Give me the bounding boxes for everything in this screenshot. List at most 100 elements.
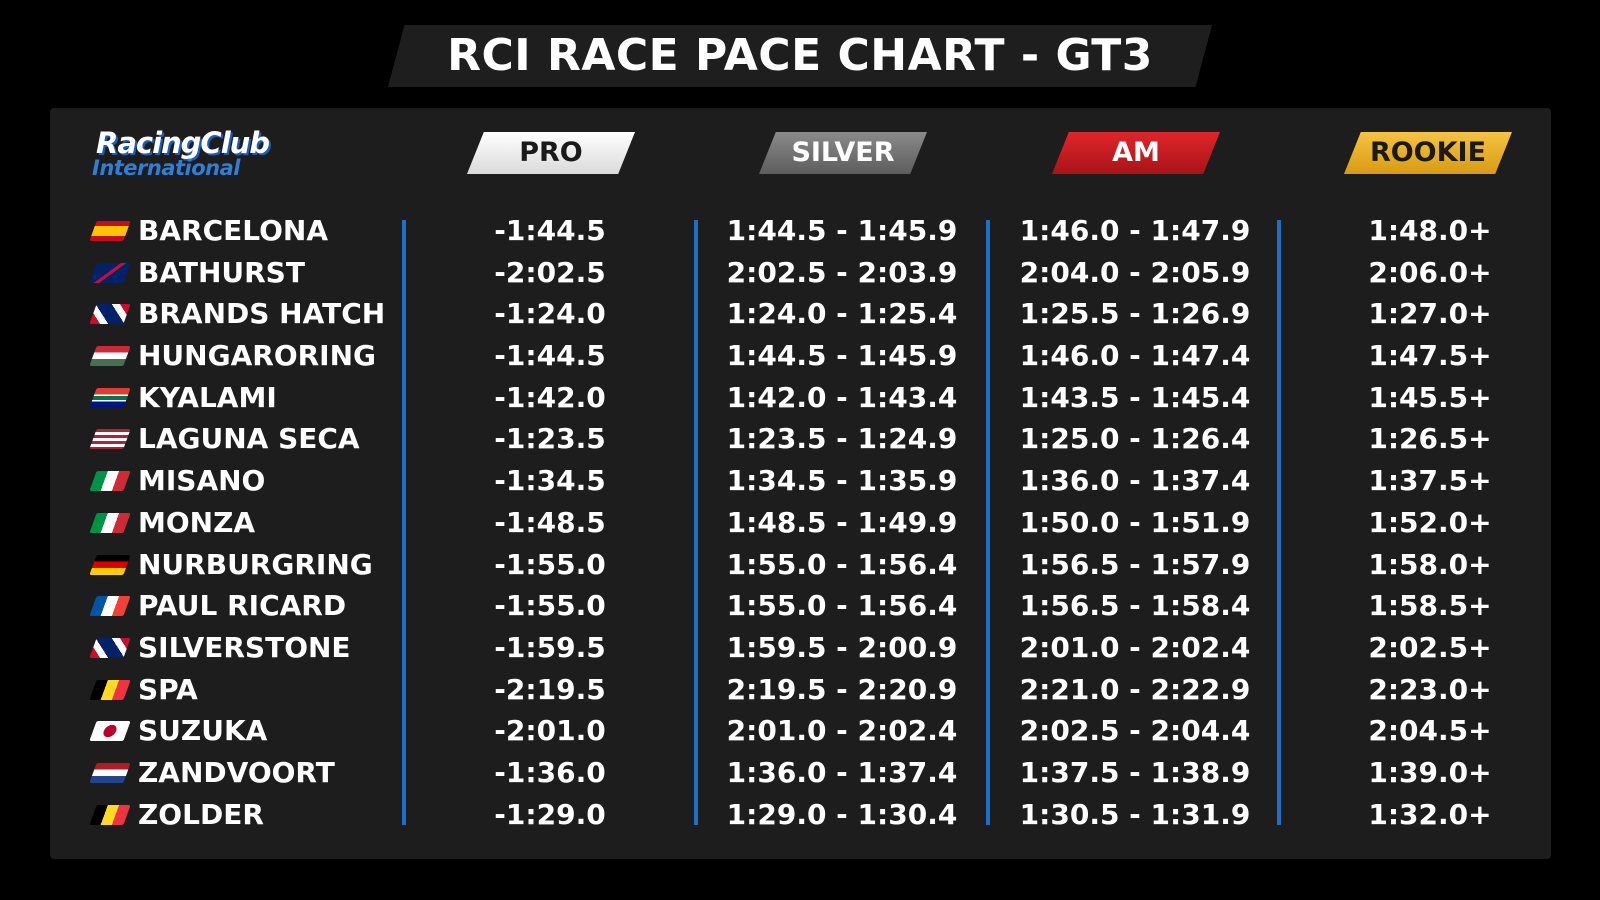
column-divider	[694, 220, 698, 825]
title-banner	[388, 25, 1212, 87]
am-time: 1:43.5 - 1:45.4	[1019, 380, 1251, 414]
page-title: RCI RACE PACE CHART - GT3	[447, 30, 1153, 81]
table-row: ZOLDER -1:29.0 1:29.0 - 1:30.4 1:30.5 - 1:3…	[0, 794, 1600, 836]
pro-time: -2:19.5	[494, 672, 606, 706]
rookie-time: 1:58.0+	[1368, 547, 1492, 581]
hungary-flag-icon	[89, 346, 131, 367]
pro-time: -1:48.5	[494, 505, 606, 539]
am-time: 1:56.5 - 1:58.4	[1019, 589, 1251, 623]
table-row: SPA -2:19.5 2:19.5 - 2:20.9 2:21.0 - 2:22.9…	[0, 669, 1600, 711]
rookie-time: 1:32.0+	[1368, 797, 1492, 831]
silver-time: 1:59.5 - 2:00.9	[726, 630, 958, 664]
germany-flag-icon	[89, 554, 131, 575]
rookie-time: 1:58.5+	[1368, 589, 1492, 623]
track-name: BATHURST	[138, 255, 305, 289]
logo-line-2: International	[92, 156, 241, 180]
am-time: 1:25.5 - 1:26.9	[1019, 297, 1251, 331]
pro-time: -1:44.5	[494, 214, 606, 247]
pro-time: -1:42.0	[494, 380, 606, 414]
pro-time: -1:44.5	[494, 339, 606, 373]
italy-flag-icon	[89, 471, 131, 492]
uk-flag-icon	[89, 304, 131, 325]
track-name: ZANDVOORT	[138, 755, 335, 789]
pro-time: -1:55.0	[494, 589, 606, 623]
am-time: 1:36.0 - 1:37.4	[1019, 464, 1251, 498]
table-row: BATHURST -2:02.5 2:02.5 - 2:03.9 2:04.0 - 2…	[0, 252, 1600, 294]
table-row: LAGUNA SECA -1:23.5 1:23.5 - 1:24.9 1:25.0 …	[0, 418, 1600, 460]
table-row: NURBURGRING -1:55.0 1:55.0 - 1:56.4 1:56.5 …	[0, 544, 1600, 586]
am-time: 1:46.0 - 1:47.9	[1019, 214, 1251, 247]
track-name: LAGUNA SECA	[138, 422, 360, 456]
rookie-time: 1:27.0+	[1368, 297, 1492, 331]
silver-time: 2:01.0 - 2:02.4	[726, 714, 958, 748]
silver-time: 1:24.0 - 1:25.4	[726, 297, 958, 331]
spain-flag-icon	[89, 221, 131, 241]
track-name: MISANO	[138, 464, 266, 498]
pro-time: -1:34.5	[494, 464, 606, 498]
rookie-time: 2:06.0+	[1368, 255, 1492, 289]
silver-time: 1:55.0 - 1:56.4	[726, 547, 958, 581]
table-row: SILVERSTONE -1:59.5 1:59.5 - 2:00.9 2:01.0 …	[0, 627, 1600, 669]
am-time: 2:04.0 - 2:05.9	[1019, 255, 1251, 289]
silver-time: 1:29.0 - 1:30.4	[726, 797, 958, 831]
tier-badge-rookie	[1344, 132, 1512, 174]
japan-flag-icon	[89, 721, 131, 742]
tier-label-rookie: ROOKIE	[1369, 137, 1487, 168]
logo-line-1: RacingClub	[96, 126, 270, 160]
track-name: ZOLDER	[138, 797, 264, 831]
am-time: 2:02.5 - 2:04.4	[1019, 714, 1251, 748]
pace-chart-panel	[50, 108, 1551, 859]
tier-badge-pro	[467, 132, 635, 174]
am-time: 1:50.0 - 1:51.9	[1019, 505, 1251, 539]
am-time: 1:30.5 - 1:31.9	[1019, 797, 1251, 831]
rookie-time: 1:26.5+	[1368, 422, 1492, 456]
pro-time: -1:29.0	[494, 797, 606, 831]
pro-time: -1:55.0	[494, 547, 606, 581]
rookie-time: 2:23.0+	[1368, 672, 1492, 706]
tier-label-silver: SILVER	[791, 137, 895, 168]
pro-time: -2:01.0	[494, 714, 606, 748]
pro-time: -1:23.5	[494, 422, 606, 456]
tier-badge-am	[1052, 132, 1220, 174]
italy-flag-icon	[89, 512, 131, 533]
pro-time: -1:24.0	[494, 297, 606, 331]
am-time: 1:56.5 - 1:57.9	[1019, 547, 1251, 581]
am-time: 2:01.0 - 2:02.4	[1019, 630, 1251, 664]
pace-table: BARCELONA -1:44.5 1:44.5 - 1:45.9 1:46.0 - …	[0, 210, 1600, 835]
silver-time: 2:02.5 - 2:03.9	[726, 255, 958, 289]
track-name: SILVERSTONE	[138, 630, 351, 664]
rookie-time: 1:37.5+	[1368, 464, 1492, 498]
rookie-time: 1:47.5+	[1368, 339, 1492, 373]
pro-time: -2:02.5	[494, 255, 606, 289]
tier-label-pro: PRO	[519, 137, 583, 168]
table-row: BRANDS HATCH -1:24.0 1:24.0 - 1:25.4 1:25.5…	[0, 293, 1600, 335]
table-row: KYALAMI -1:42.0 1:42.0 - 1:43.4 1:43.5 - 1:…	[0, 377, 1600, 419]
silver-time: 2:19.5 - 2:20.9	[726, 672, 958, 706]
silver-time: 1:44.5 - 1:45.9	[726, 214, 958, 247]
am-time: 1:37.5 - 1:38.9	[1019, 755, 1251, 789]
track-name: NURBURGRING	[138, 547, 373, 581]
uk-flag-icon	[89, 637, 131, 658]
column-divider	[402, 220, 406, 825]
track-name: SUZUKA	[138, 714, 268, 748]
table-row: MONZA -1:48.5 1:48.5 - 1:49.9 1:50.0 - 1:51…	[0, 502, 1600, 544]
track-name: KYALAMI	[138, 380, 277, 414]
table-row: PAUL RICARD -1:55.0 1:55.0 - 1:56.4 1:56.5 …	[0, 585, 1600, 627]
table-row: ZANDVOORT -1:36.0 1:36.0 - 1:37.4 1:37.5 - …	[0, 752, 1600, 794]
table-row: SUZUKA -2:01.0 2:01.0 - 2:02.4 2:02.5 - 2:0…	[0, 710, 1600, 752]
belgium-flag-icon	[89, 679, 131, 700]
rookie-time: 1:52.0+	[1368, 505, 1492, 539]
south-africa-flag-icon	[89, 387, 131, 408]
pro-time: -1:59.5	[494, 630, 606, 664]
am-time: 2:21.0 - 2:22.9	[1019, 672, 1251, 706]
australia-flag-icon	[89, 262, 131, 283]
rookie-time: 1:39.0+	[1368, 755, 1492, 789]
am-time: 1:46.0 - 1:47.4	[1019, 339, 1251, 373]
track-name: BARCELONA	[138, 214, 328, 247]
silver-time: 1:55.0 - 1:56.4	[726, 589, 958, 623]
france-flag-icon	[89, 596, 131, 617]
silver-time: 1:44.5 - 1:45.9	[726, 339, 958, 373]
silver-time: 1:36.0 - 1:37.4	[726, 755, 958, 789]
am-time: 1:25.0 - 1:26.4	[1019, 422, 1251, 456]
silver-time: 1:34.5 - 1:35.9	[726, 464, 958, 498]
